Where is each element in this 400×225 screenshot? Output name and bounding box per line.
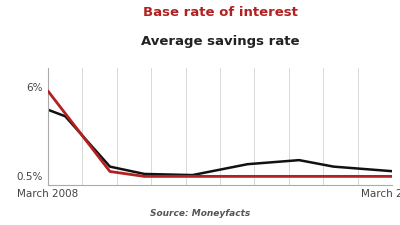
Text: Base rate of interest: Base rate of interest xyxy=(142,6,298,19)
Text: Source: Moneyfacts: Source: Moneyfacts xyxy=(150,209,250,218)
Text: Average savings rate: Average savings rate xyxy=(141,35,299,48)
